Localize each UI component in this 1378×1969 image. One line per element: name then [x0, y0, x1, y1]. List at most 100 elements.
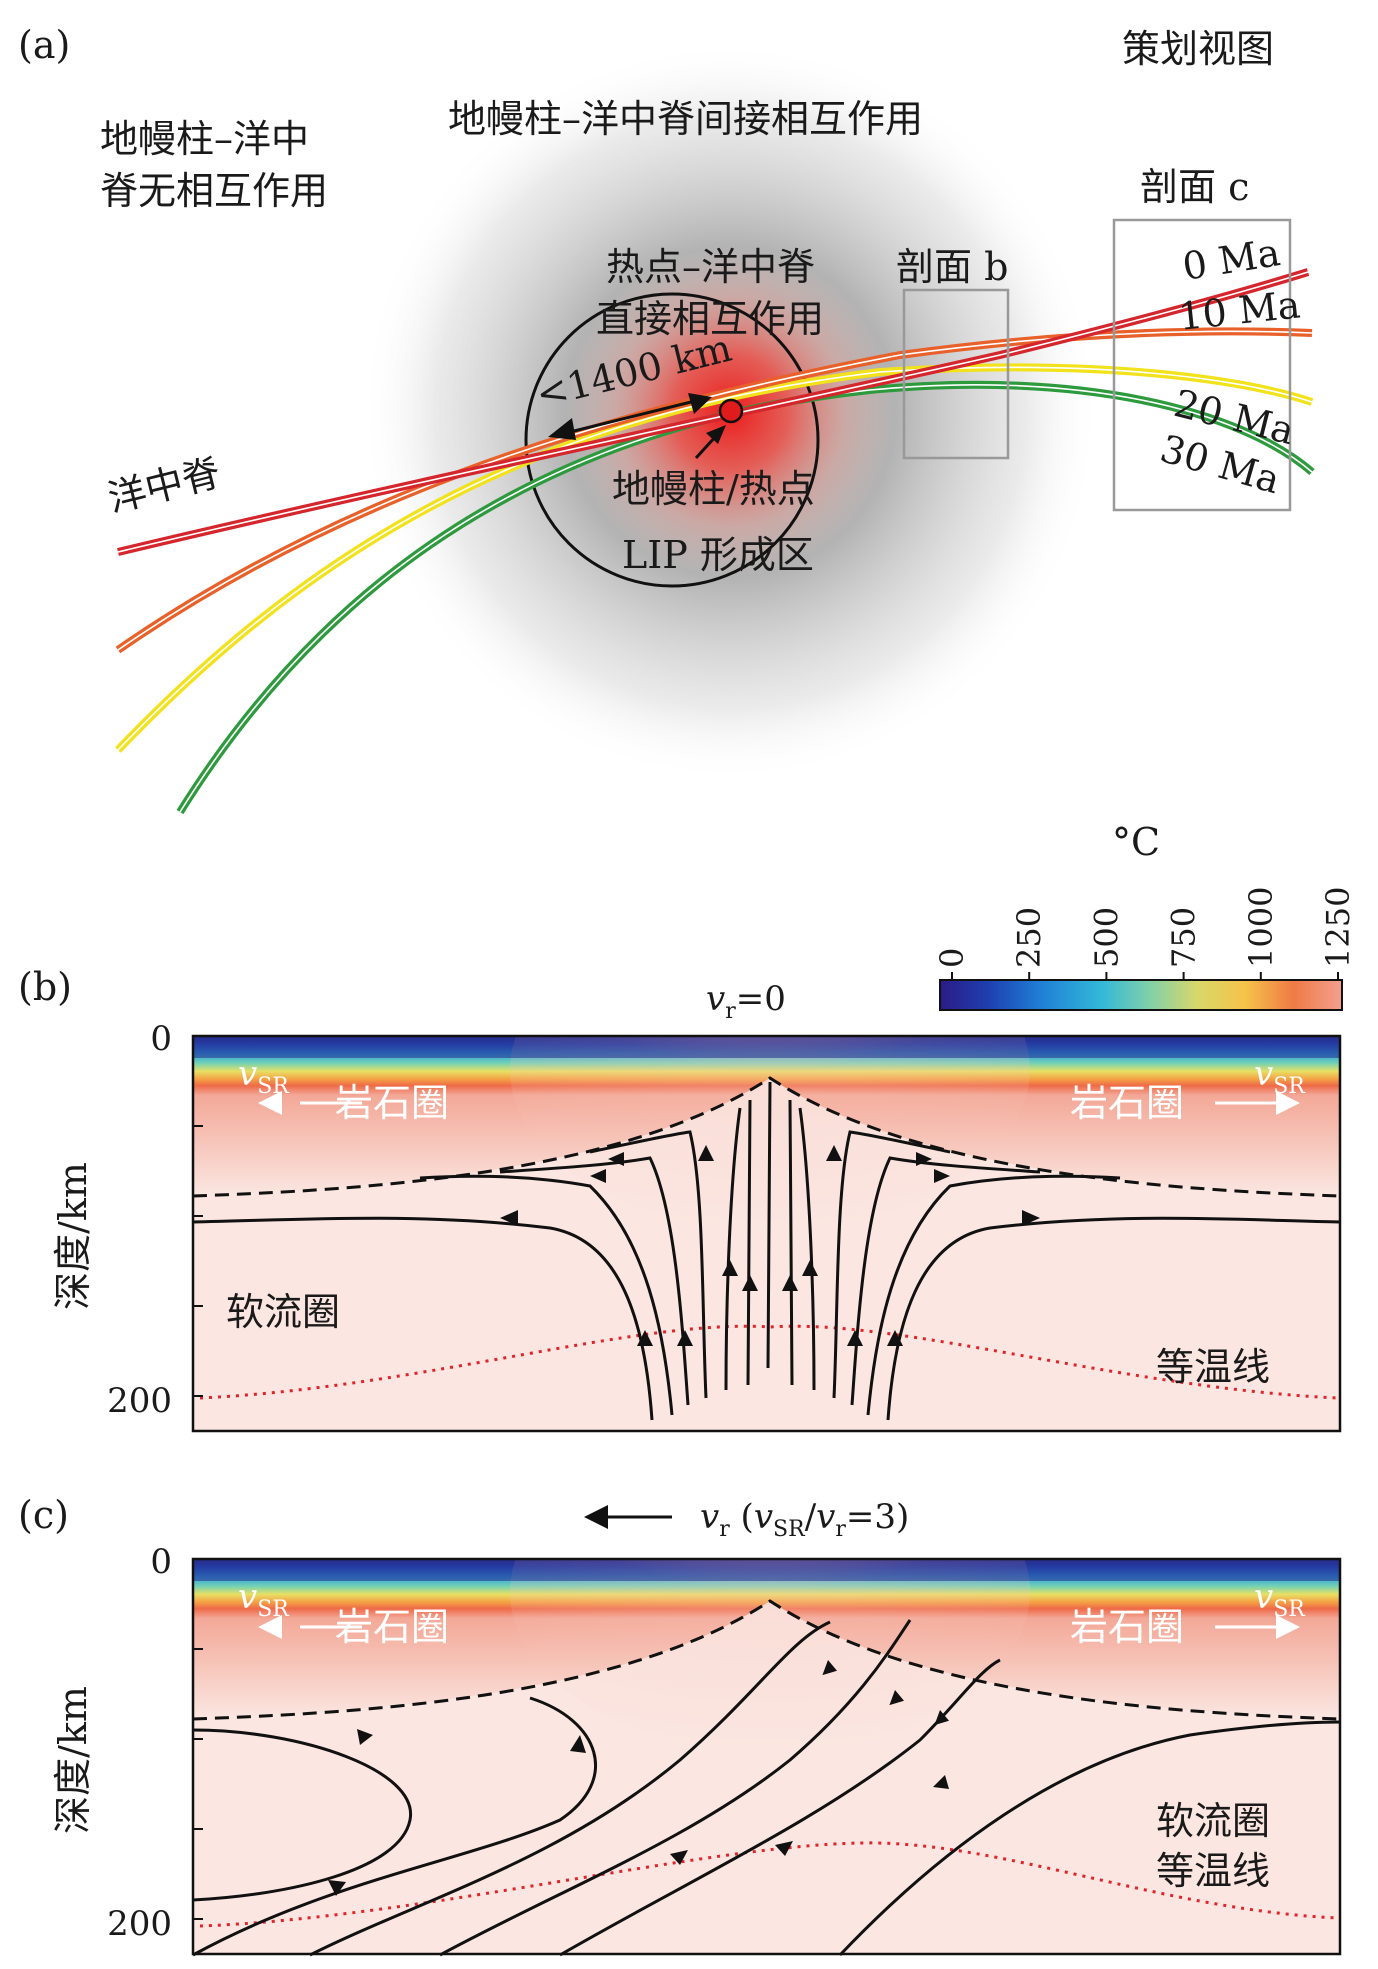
- panel-b-vr-label: vr=0: [706, 979, 786, 1024]
- ridge-label: 洋中脊: [104, 450, 225, 520]
- panel-c-vsr-left-sub: SR: [257, 1597, 290, 1622]
- panel-b-yticks: [193, 1035, 203, 1397]
- panel-b-vsr-right-symbol: v: [1254, 1054, 1273, 1094]
- panel-c-lithosphere-right: 岩石圈: [1070, 1605, 1184, 1649]
- panel-c-right-arrow-head: [1276, 1615, 1300, 1639]
- panel-c-isotherm-curve: [199, 1841, 1339, 1928]
- panel-b-lithosphere-left: 岩石圈: [335, 1081, 449, 1125]
- panel-b-stream-arrows: [500, 1145, 1040, 1346]
- section-b-label: 剖面 b: [896, 245, 1008, 289]
- panel-b-right-arrow-head: [1276, 1091, 1300, 1115]
- panel-c-ratio-open: (: [730, 1497, 754, 1537]
- panel-b-vsr-right: vSR: [1254, 1054, 1306, 1099]
- isochron-0ma: [117, 268, 1310, 556]
- panel-c-surface-band: [193, 1559, 1340, 1581]
- isochron-20ma: [115, 363, 1314, 753]
- panel-b-lithosphere-right: 岩石圈: [1070, 1081, 1184, 1125]
- panel-c-ratio-slash: /: [805, 1497, 817, 1537]
- panel-c-vsr-right-sub: SR: [1273, 1597, 1306, 1622]
- plume-pointer-head: [706, 425, 726, 444]
- panel-c-vsr-left: vSR: [238, 1577, 290, 1622]
- panel-c-vr-symbol: v: [700, 1497, 719, 1537]
- plan-view-title: 策划视图: [1122, 27, 1274, 71]
- no-interaction-line2: 脊无相互作用: [100, 169, 328, 213]
- isochron-10ma: [115, 327, 1313, 654]
- section-b-box: [902, 288, 1010, 460]
- panel-b-isotherm-label: 等温线: [1156, 1345, 1270, 1389]
- direct-interaction-circle: [524, 292, 820, 588]
- colorbar-tick-label: 1000: [1242, 887, 1280, 968]
- panel-b-asthenosphere: 软流圈: [226, 1290, 340, 1334]
- panel-b-vr-sub: r: [725, 999, 736, 1024]
- colorbar-tick-label: 0: [933, 948, 971, 968]
- panel-b-ytick-0: 0: [150, 1019, 172, 1059]
- panel-c-streamlines: [192, 1619, 1341, 1957]
- panel-c-ylabel: 深度/km: [51, 1686, 95, 1834]
- panel-c: (c) vr (vSR/vr=3): [18, 1493, 1342, 1957]
- panel-b-left-arrow-head: [258, 1091, 282, 1115]
- panel-b: (b) vr=0: [18, 965, 1342, 1433]
- panel-b-vsr-right-sub: SR: [1273, 1074, 1306, 1099]
- colorbar-gradient: [939, 979, 1343, 1011]
- panel-b-isotherm-curve: [199, 1324, 1339, 1400]
- panel-c-lithosphere-field: [193, 1559, 1340, 1719]
- colorbar-tick-label: 750: [1165, 907, 1203, 968]
- panel-c-asthenosphere: 软流圈: [1156, 1799, 1270, 1843]
- panel-c-vsr-right-symbol: v: [1254, 1577, 1273, 1617]
- panel-b-ylabel: 深度/km: [51, 1162, 95, 1310]
- panel-c-vsr-right: vSR: [1254, 1577, 1306, 1622]
- panel-c-lithosphere-left: 岩石圈: [335, 1605, 449, 1649]
- panel-b-vsr-left-sub: SR: [257, 1074, 290, 1099]
- panel-c-ratio-vr: v: [816, 1497, 835, 1537]
- panel-a-label: (a): [18, 23, 70, 67]
- panel-c-label: (c): [18, 1493, 69, 1537]
- no-interaction-line1: 地幔柱–洋中: [100, 117, 309, 161]
- distance-arrow-left-head: [548, 418, 576, 440]
- panel-c-vr-arrow-head: [584, 1505, 608, 1529]
- colorbar-unit: °C: [1112, 820, 1160, 864]
- panel-c-ytick-0: 0: [150, 1542, 172, 1582]
- colorbar-tick-label: 250: [1010, 907, 1048, 968]
- panel-c-ytick-200: 200: [107, 1904, 172, 1944]
- panel-b-ytick-200: 200: [107, 1381, 172, 1421]
- panel-c-ratio-close: =3): [846, 1497, 909, 1537]
- panel-c-ratio-vsr: v: [754, 1497, 773, 1537]
- panel-c-vsr-left-symbol: v: [238, 1577, 257, 1617]
- panel-b-lithosphere-base: [192, 1076, 1341, 1198]
- plume-pointer-line: [694, 434, 718, 460]
- panel-b-label: (b): [18, 965, 72, 1009]
- panel-c-lithosphere-base: [192, 1599, 1341, 1721]
- panel-c-isotherm-label: 等温线: [1156, 1849, 1270, 1893]
- panel-b-vr-eq: =0: [736, 979, 786, 1019]
- panel-c-ratio-vsr-sub: SR: [773, 1517, 806, 1542]
- panel-c-frame: [191, 1557, 1342, 1956]
- panel-c-ridge-glow: [510, 1559, 1030, 1752]
- panel-c-left-arrow-head: [258, 1615, 282, 1639]
- colorbar-tick-label: 500: [1087, 907, 1125, 968]
- colorbar: °C 0 250 500 750 1000 1250: [933, 820, 1357, 1011]
- section-c-box: [1112, 218, 1292, 512]
- panel-b-frame: [191, 1034, 1342, 1433]
- panel-b-vr-symbol: v: [706, 979, 725, 1019]
- panel-c-ratio-vr-sub: r: [835, 1517, 846, 1542]
- panel-c-yticks: [193, 1558, 203, 1920]
- panel-c-vr-sub: r: [719, 1517, 730, 1542]
- panel-b-vsr-left: vSR: [238, 1054, 290, 1099]
- section-c-label: 剖面 c: [1140, 165, 1249, 209]
- panel-c-stream-arrows: [328, 1660, 949, 1896]
- panel-b-vsr-left-symbol: v: [238, 1054, 257, 1094]
- indirect-interaction-label: 地幔柱–洋中脊间接相互作用: [448, 97, 923, 141]
- distance-arrow-right-head: [688, 393, 712, 414]
- colorbar-ticks: 0 250 500 750 1000 1250: [933, 887, 1357, 980]
- panel-b-streamlines: [192, 1081, 1341, 1421]
- colorbar-tick-label: 1250: [1319, 887, 1357, 968]
- distance-arrow-line: [565, 399, 696, 435]
- panel-b-lithosphere-field: [193, 1036, 1340, 1196]
- panel-a: (a) 策划视图 地幔柱–洋中 脊无相互作用 地幔柱–洋中脊间接相互作用 热点–…: [18, 23, 1315, 815]
- lip-label: LIP 形成区: [622, 533, 814, 577]
- panel-b-surface-band: [193, 1036, 1340, 1058]
- plume-label: 地幔柱/热点: [612, 467, 815, 511]
- direct-interaction-line2: 直接相互作用: [596, 297, 824, 341]
- direct-interaction-line1: 热点–洋中脊: [606, 245, 815, 289]
